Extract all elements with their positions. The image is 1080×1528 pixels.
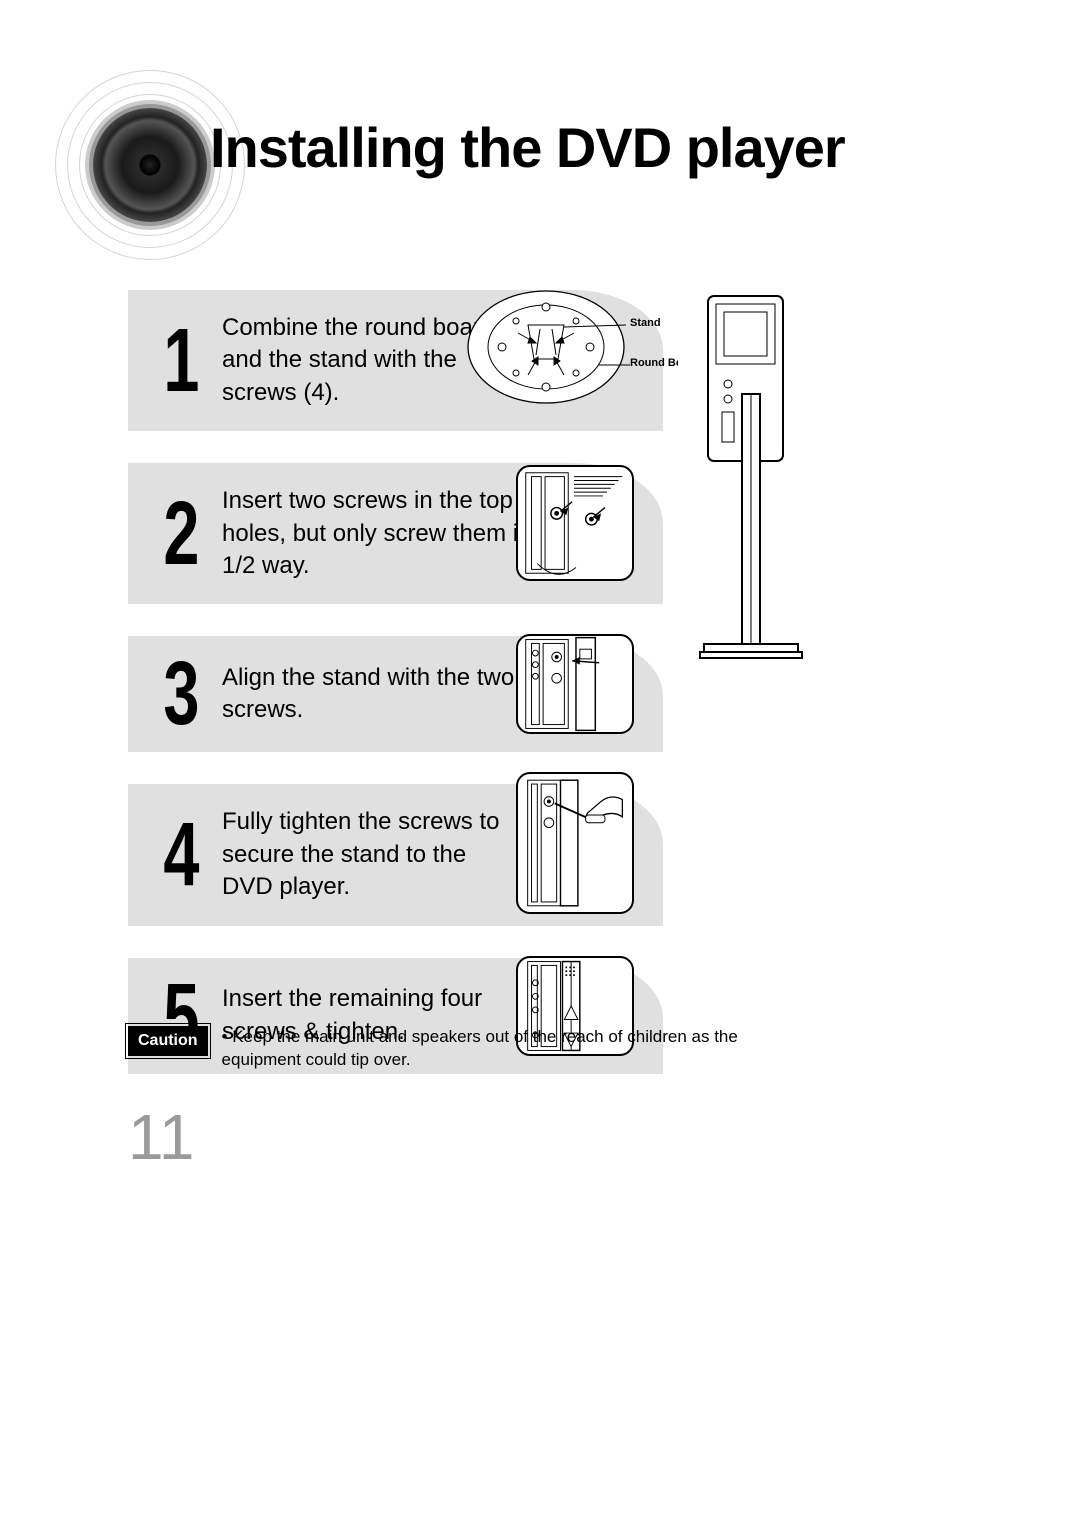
step-number: 3: [158, 658, 201, 730]
step-number: 4: [158, 819, 201, 891]
caution-badge: Caution: [128, 1026, 208, 1056]
step-3-diagram: [516, 634, 634, 734]
step-2: 2 Insert two screws in the top holes, bu…: [128, 463, 663, 604]
step-3: 3 Align the stand with the two screws.: [128, 636, 663, 752]
page-title: Installing the DVD player: [210, 115, 845, 180]
step-4-diagram: [516, 772, 634, 914]
caution-row: Caution • Keep the main unit and speaker…: [128, 1026, 782, 1072]
step-number: 1: [158, 325, 201, 397]
step-4: 4 Fully tighten the screws to secure the…: [128, 784, 663, 925]
caution-text: • Keep the main unit and speakers out of…: [222, 1026, 782, 1072]
step-text: Insert two screws in the top holes, but …: [222, 485, 542, 582]
step-text: Align the stand with the two screws.: [222, 662, 522, 727]
label-stand: Stand: [630, 317, 661, 329]
label-round-board: Round Board: [630, 357, 678, 369]
step-text: Fully tighten the screws to secure the s…: [222, 806, 522, 903]
step-1: 1 Combine the round board and the stand …: [128, 290, 663, 431]
round-board-diagram: Stand Round Board: [458, 285, 678, 410]
page-number: 11: [128, 1100, 194, 1174]
step-number: 2: [158, 498, 201, 570]
step-2-diagram: [516, 465, 634, 581]
